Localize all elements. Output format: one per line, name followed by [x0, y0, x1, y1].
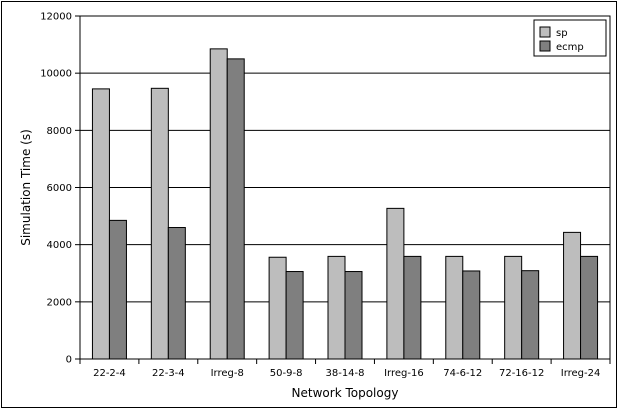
bar-sp-Irreg-8 — [209, 48, 228, 360]
legend-label-ecmp: ecmp — [556, 42, 584, 53]
x-axis-ticks: 22-2-4 22-3-4 Irreg-8 50-9-8 38-14-8 Irreg-16… — [79, 359, 611, 379]
legend-label-sp: sp — [556, 28, 568, 39]
bar-ecmp-22-2-4 — [108, 219, 127, 360]
x-tick-label: 22-3-4 — [152, 368, 185, 379]
bar-ecmp-50-9-8 — [285, 271, 304, 360]
x-tick-label: 72-16-12 — [499, 368, 544, 379]
bar-sp-22-3-4 — [150, 87, 169, 360]
bar-ecmp-Irreg-16 — [403, 255, 422, 360]
bar-sp-74-6-12 — [445, 255, 464, 360]
bar-sp-22-2-4 — [91, 88, 110, 360]
legend: sp ecmp — [533, 19, 607, 57]
bar-ecmp-Irreg-24 — [580, 255, 599, 360]
bars — [91, 48, 599, 360]
bar-sp-38-14-8 — [327, 255, 346, 360]
bar-sp-72-16-12 — [504, 255, 523, 360]
x-tick-label: Irreg-16 — [384, 368, 424, 379]
bar-sp-Irreg-16 — [386, 207, 405, 360]
y-axis-ticks: 0 2000 4000 6000 8000 10000 12000 — [40, 12, 80, 366]
bar-ecmp-38-14-8 — [344, 271, 363, 360]
y-tick-label: 4000 — [47, 240, 72, 251]
x-axis-label: Network Topology — [292, 386, 399, 400]
x-tick-label: 38-14-8 — [325, 368, 364, 379]
x-tick-label: Irreg-24 — [561, 368, 601, 379]
y-tick-label: 12000 — [40, 12, 72, 23]
legend-swatch-sp — [539, 26, 551, 38]
y-tick-label: 2000 — [47, 297, 72, 308]
bar-sp-Irreg-24 — [563, 231, 582, 360]
x-tick-label: 22-2-4 — [93, 368, 126, 379]
y-axis-label: Simulation Time (s) — [19, 129, 33, 246]
bar-ecmp-Irreg-8 — [226, 58, 245, 360]
y-tick-label: 10000 — [40, 69, 72, 80]
bar-ecmp-22-3-4 — [167, 227, 186, 360]
y-tick-label: 0 — [66, 355, 72, 366]
x-tick-label: 74-6-12 — [443, 368, 482, 379]
bar-sp-50-9-8 — [268, 256, 287, 360]
legend-swatch-ecmp — [539, 40, 551, 52]
x-tick-label: Irreg-8 — [211, 368, 244, 379]
y-tick-label: 8000 — [47, 126, 72, 137]
y-tick-label: 6000 — [47, 183, 72, 194]
bar-ecmp-74-6-12 — [462, 270, 481, 360]
bar-ecmp-72-16-12 — [521, 270, 540, 360]
x-tick-label: 50-9-8 — [270, 368, 303, 379]
